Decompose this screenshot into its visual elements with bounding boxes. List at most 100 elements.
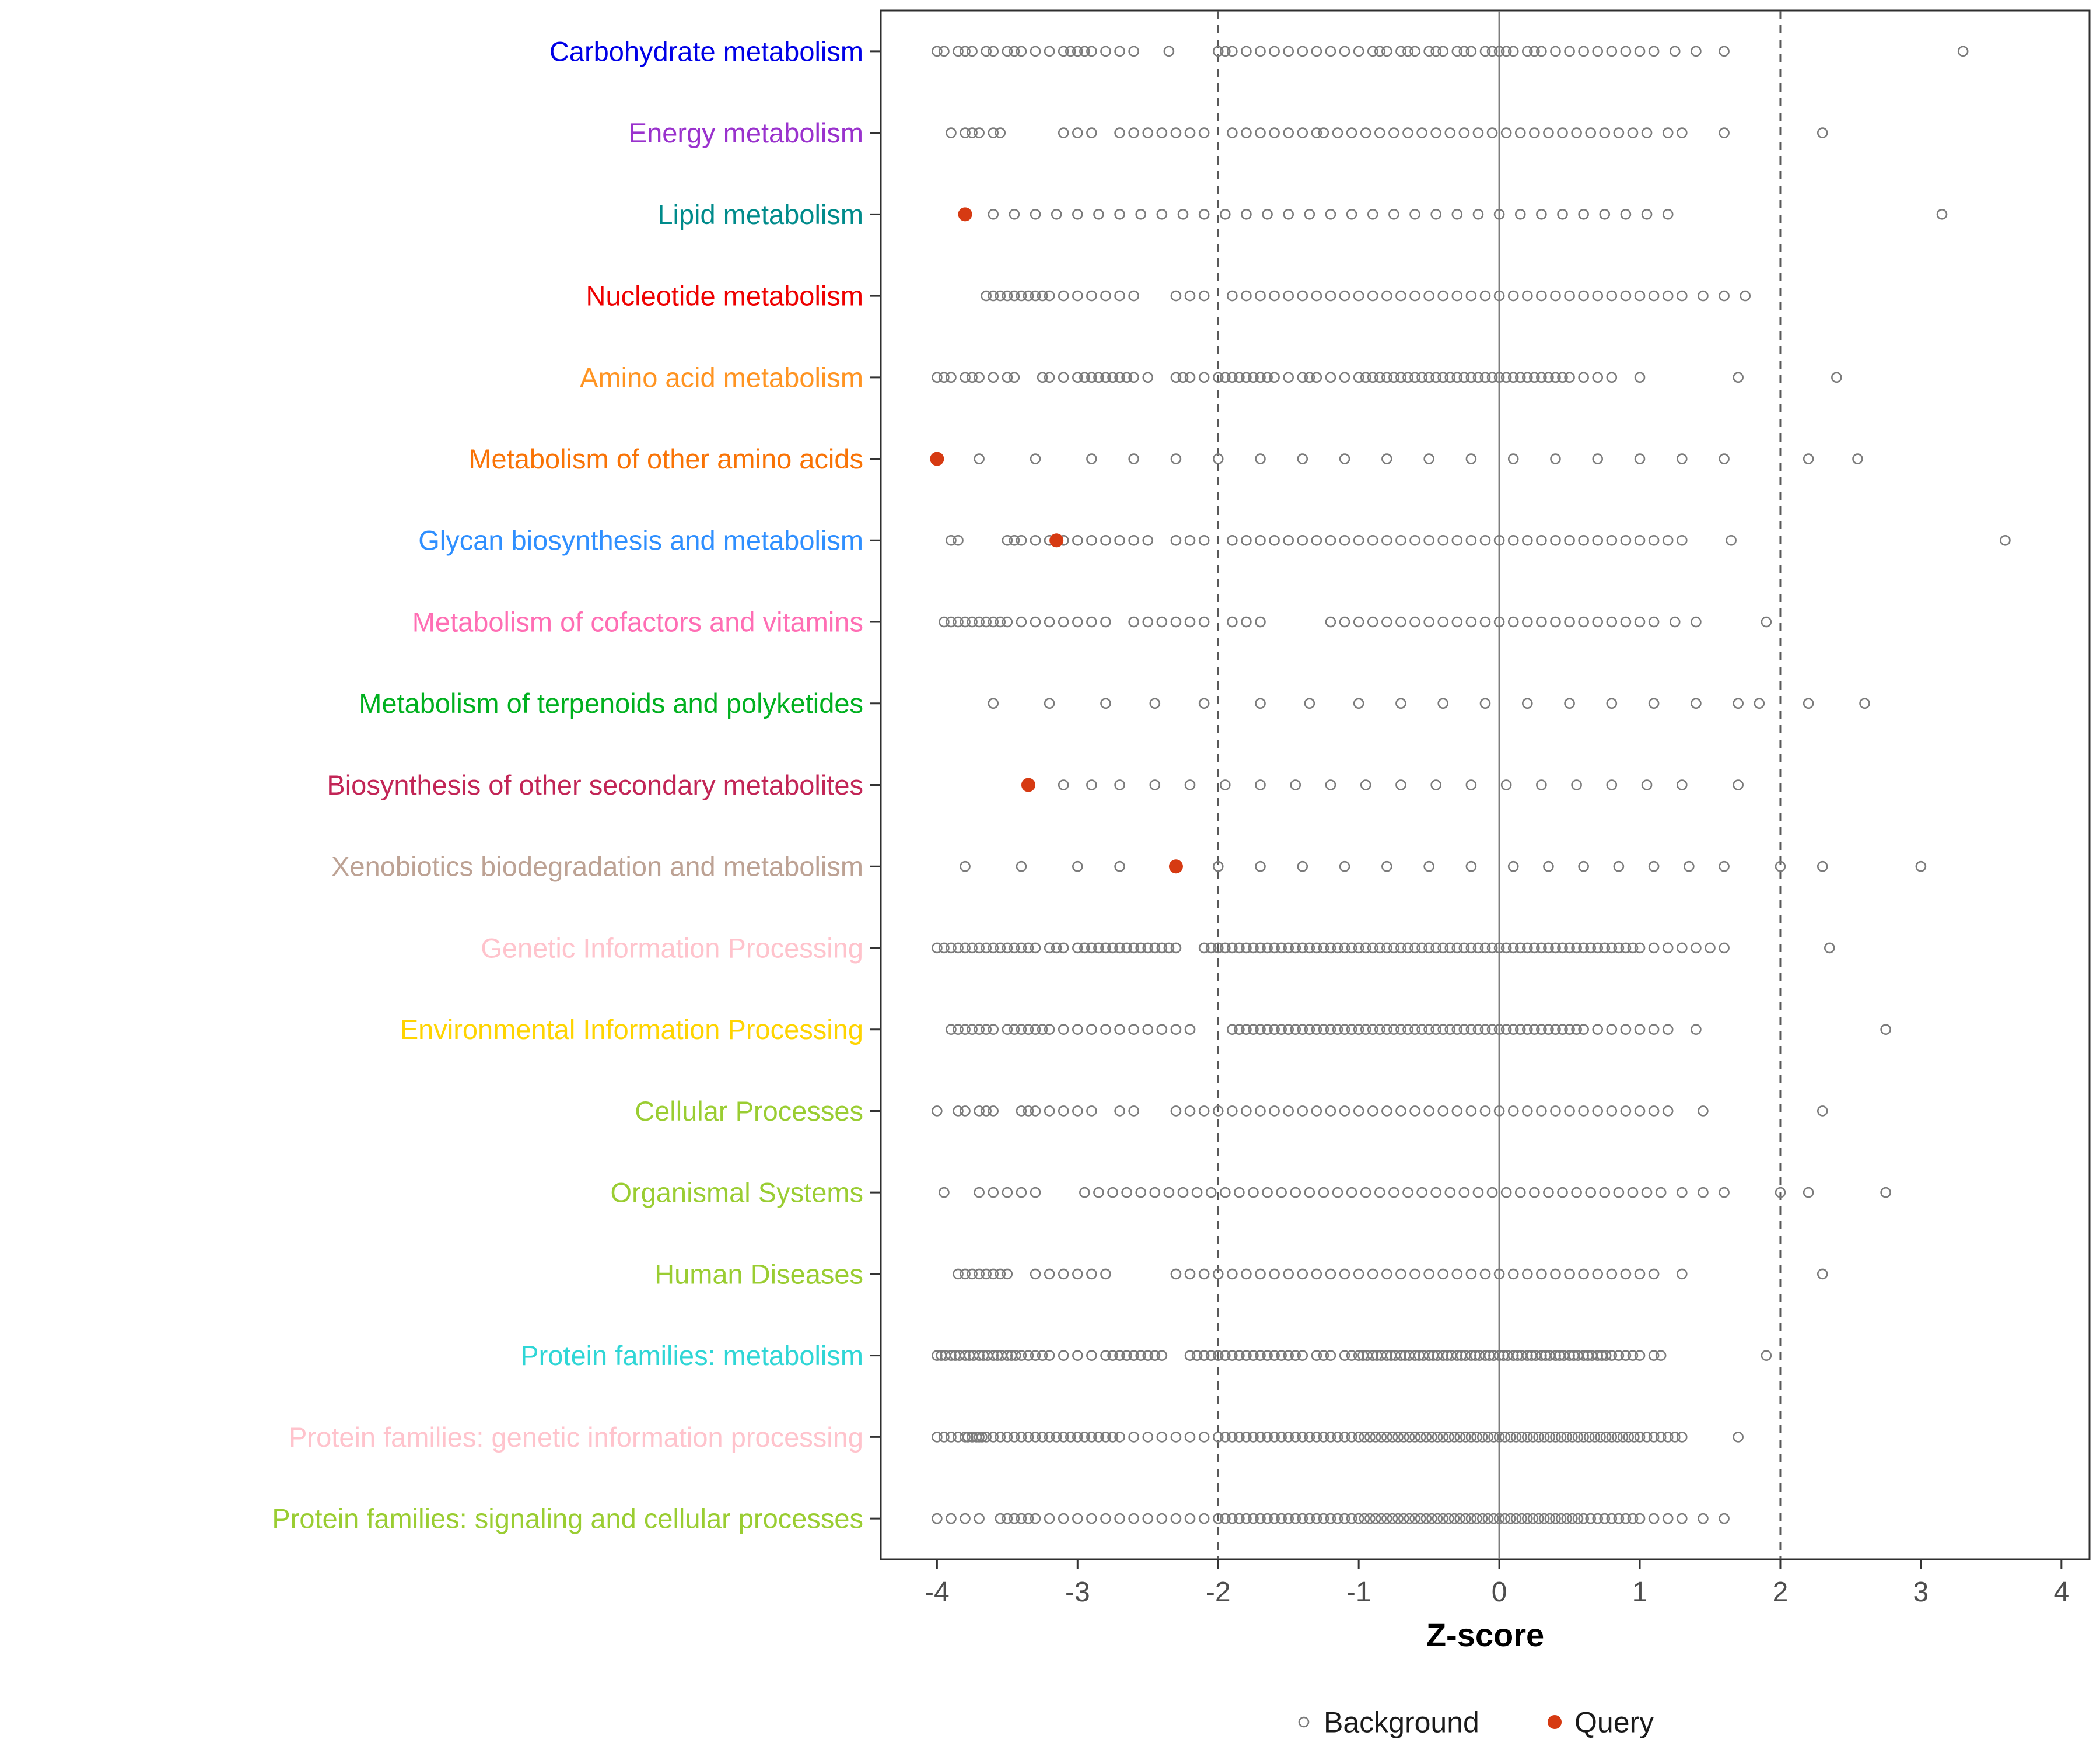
background-point <box>1304 1024 1315 1035</box>
background-point <box>1360 942 1371 954</box>
background-point <box>1521 698 1533 709</box>
background-point <box>1044 616 1055 628</box>
background-point <box>1572 1432 1584 1443</box>
background-point <box>1472 1187 1484 1198</box>
background-point <box>1255 290 1266 302</box>
background-point <box>1564 1024 1575 1035</box>
background-point <box>946 1350 957 1361</box>
background-point <box>1824 942 1835 954</box>
background-point <box>1093 1187 1104 1198</box>
background-point <box>1472 127 1484 138</box>
background-point <box>1297 860 1308 872</box>
background-point <box>1086 1432 1097 1443</box>
background-point <box>1536 616 1547 628</box>
background-point <box>1662 1432 1674 1443</box>
background-point <box>974 127 985 138</box>
background-point <box>1198 942 1210 954</box>
background-point <box>1606 372 1618 383</box>
background-point <box>1550 1105 1561 1117</box>
background-point <box>1058 1350 1069 1361</box>
background-point <box>1451 534 1463 546</box>
background-point <box>1030 1432 1041 1443</box>
background-point <box>1248 1432 1259 1443</box>
background-point <box>1219 1513 1231 1524</box>
category-label: Metabolism of other amino acids <box>468 443 863 474</box>
background-point <box>1529 942 1540 954</box>
background-point <box>1620 1105 1632 1117</box>
background-point <box>1093 1432 1104 1443</box>
background-point <box>1332 942 1343 954</box>
background-point <box>1255 1432 1266 1443</box>
category-label: Nucleotide metabolism <box>586 281 863 312</box>
background-point <box>1704 942 1716 954</box>
background-point <box>1142 1024 1154 1035</box>
background-point <box>1662 290 1674 302</box>
background-point <box>1290 1432 1301 1443</box>
background-point <box>1774 860 1786 872</box>
background-point <box>1536 1350 1547 1361</box>
background-point <box>1030 1268 1041 1280</box>
background-point <box>1465 290 1477 302</box>
x-tick-label: -1 <box>1346 1577 1371 1608</box>
background-point <box>1325 1350 1336 1361</box>
background-point <box>1472 942 1484 954</box>
background-point <box>1544 1432 1556 1443</box>
background-point <box>1276 1350 1287 1361</box>
background-point <box>1339 1024 1350 1035</box>
background-point <box>1364 1432 1376 1443</box>
background-point <box>1606 1024 1618 1035</box>
background-point <box>1058 1024 1069 1035</box>
background-point <box>1585 1187 1596 1198</box>
background-point <box>1423 372 1434 383</box>
background-point <box>1451 1350 1463 1361</box>
background-point <box>1571 1187 1582 1198</box>
background-point <box>1803 453 1814 464</box>
background-point <box>1543 372 1554 383</box>
background-point <box>1234 942 1245 954</box>
background-point <box>1471 1432 1482 1443</box>
background-point <box>1514 372 1526 383</box>
background-point <box>1592 534 1604 546</box>
background-point <box>1437 616 1449 628</box>
background-point <box>1030 209 1041 220</box>
background-point <box>1479 698 1491 709</box>
background-point <box>1578 46 1589 57</box>
background-point <box>1142 616 1154 628</box>
background-point <box>1493 1024 1505 1035</box>
background-point <box>967 1024 978 1035</box>
background-point <box>1030 46 1041 57</box>
background-point <box>1318 1432 1329 1443</box>
background-point <box>1241 1024 1252 1035</box>
background-point <box>1009 534 1020 546</box>
background-point <box>1170 1105 1182 1117</box>
background-point <box>1754 698 1765 709</box>
background-point <box>1514 127 1526 138</box>
background-point <box>1538 1432 1550 1443</box>
background-point <box>1627 1187 1639 1198</box>
background-point <box>1332 1513 1343 1524</box>
background-point <box>1648 942 1660 954</box>
background-point <box>1370 1432 1381 1443</box>
background-point <box>1135 1187 1147 1198</box>
x-tick-label: 2 <box>1773 1577 1788 1608</box>
background-point <box>1430 779 1441 790</box>
background-point <box>1482 1513 1494 1524</box>
background-point <box>1458 372 1470 383</box>
background-point <box>1297 372 1308 383</box>
background-point <box>1472 209 1484 220</box>
background-point <box>1451 1105 1463 1117</box>
background-point <box>960 372 971 383</box>
background-point <box>1339 1350 1350 1361</box>
background-point <box>1093 209 1104 220</box>
background-point <box>1430 209 1441 220</box>
background-point <box>1170 1513 1182 1524</box>
background-point <box>1606 942 1618 954</box>
background-point <box>1297 46 1308 57</box>
background-point <box>1198 616 1210 628</box>
background-point <box>1058 779 1069 790</box>
background-point <box>1009 1513 1020 1524</box>
background-point <box>1381 290 1392 302</box>
background-point <box>932 1350 943 1361</box>
query-point <box>1021 778 1035 792</box>
background-point <box>1241 290 1252 302</box>
